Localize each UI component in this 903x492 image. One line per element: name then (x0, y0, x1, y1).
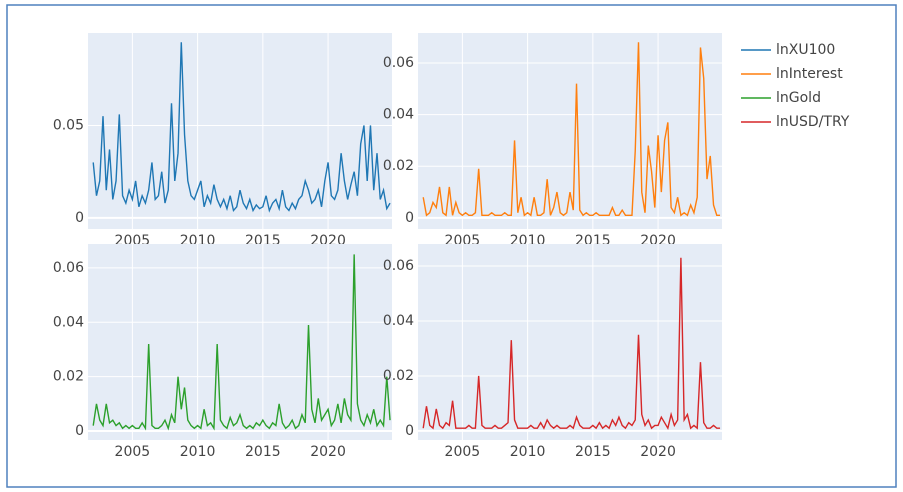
x-tick-label: 2015 (575, 444, 611, 460)
legend-label: lnXU100 (776, 42, 835, 58)
x-tick-label: 2010 (510, 444, 546, 460)
y-tick-label: 0.05 (53, 117, 84, 133)
y-tick-label: 0.06 (53, 260, 84, 276)
plot-background (418, 244, 722, 440)
x-tick-label: 2015 (245, 444, 281, 460)
y-tick-label: 0.02 (53, 369, 84, 385)
y-tick-label: 0.06 (383, 55, 414, 71)
y-tick-label: 0.04 (383, 107, 414, 123)
plot-background (88, 33, 392, 229)
y-tick-label: 0.04 (383, 313, 414, 329)
legend-label: lnGold (776, 90, 821, 106)
legend-label: lnInterest (776, 66, 843, 82)
plot-background (88, 244, 392, 440)
y-tick-label: 0 (405, 210, 414, 226)
series-line (422, 257, 721, 431)
series-line (92, 254, 391, 431)
legend-label: lnUSD/TRY (776, 114, 850, 130)
y-tick-label: 0 (75, 423, 84, 439)
series-line (422, 42, 721, 217)
series-line (92, 42, 391, 213)
x-tick-label: 2020 (310, 444, 346, 460)
x-tick-label: 2005 (445, 444, 481, 460)
x-tick-label: 2010 (180, 444, 216, 460)
y-tick-label: 0 (75, 210, 84, 226)
plot-background (418, 33, 722, 229)
y-tick-label: 0.06 (383, 258, 414, 274)
x-tick-label: 2020 (640, 444, 676, 460)
y-tick-label: 0.04 (53, 314, 84, 330)
y-tick-label: 0.02 (383, 158, 414, 174)
y-tick-label: 0.02 (383, 368, 414, 384)
x-tick-label: 2005 (115, 444, 151, 460)
y-tick-label: 0 (405, 423, 414, 439)
